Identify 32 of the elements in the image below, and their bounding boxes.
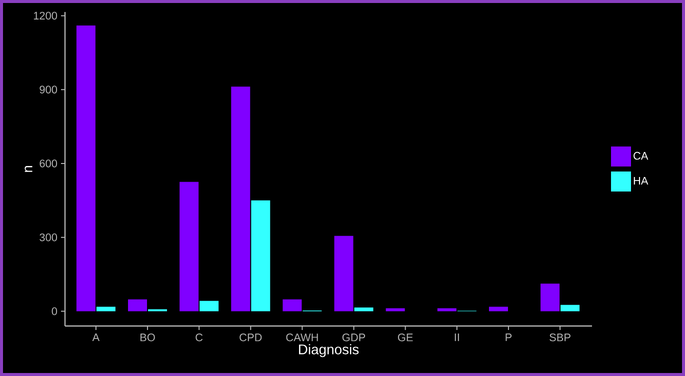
bar <box>540 284 560 312</box>
x-axis-title: Diagnosis <box>299 344 359 358</box>
x-tick-label: GDP <box>342 334 366 342</box>
legend-label: HA <box>634 176 648 185</box>
x-tick-label: GE <box>398 334 413 342</box>
bar <box>334 236 354 312</box>
bar <box>180 182 199 312</box>
bar <box>488 306 508 312</box>
x-tick-label: CPD <box>240 334 262 342</box>
x-tick-label: SBP <box>550 334 570 342</box>
y-tick-label: 300 <box>40 233 58 242</box>
x-tick-label: P <box>506 334 512 342</box>
y-axis-title: n <box>24 166 32 172</box>
bar <box>128 299 148 312</box>
bar <box>282 299 302 312</box>
y-tick-label: 900 <box>40 86 58 94</box>
bar <box>96 306 116 312</box>
y-tick-label: 0 <box>52 307 58 316</box>
bar <box>76 26 96 312</box>
bar <box>231 86 250 312</box>
bar <box>200 300 219 312</box>
x-tick-label: CAWH <box>286 334 318 342</box>
y-tick-label: 1200 <box>34 12 58 20</box>
legend-label: CA <box>634 152 648 160</box>
bar <box>354 308 374 312</box>
x-tick-label: C <box>196 334 203 342</box>
x-tick-label: II <box>454 334 459 342</box>
x-tick-label: BO <box>140 334 155 342</box>
bar <box>560 304 580 312</box>
y-tick-label: 600 <box>40 160 58 168</box>
bar <box>251 200 270 312</box>
x-tick-label: A <box>92 334 100 342</box>
